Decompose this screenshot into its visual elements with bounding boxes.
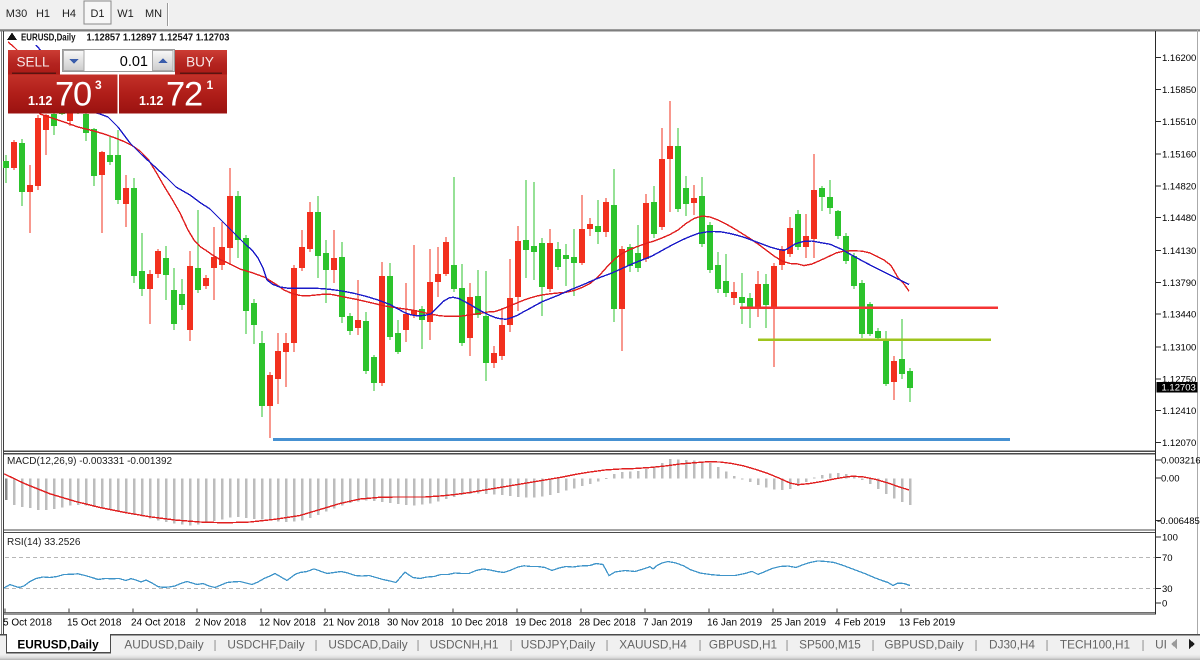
svg-text:M30: M30 [6, 8, 27, 20]
svg-text:1.15850: 1.15850 [1162, 85, 1196, 96]
svg-text:12 Nov 2018: 12 Nov 2018 [259, 618, 316, 629]
svg-text:USDCHF,Daily: USDCHF,Daily [227, 638, 304, 652]
svg-text:UI: UI [1155, 638, 1167, 652]
svg-text:1.12: 1.12 [139, 94, 163, 108]
svg-text:0.01: 0.01 [120, 54, 148, 70]
svg-text:USDJPY,Daily: USDJPY,Daily [521, 638, 596, 652]
svg-text:DJ30,H4: DJ30,H4 [989, 638, 1035, 652]
svg-text:H4: H4 [62, 8, 76, 20]
svg-text:1.12750: 1.12750 [1162, 375, 1196, 386]
svg-text:7 Jan 2019: 7 Jan 2019 [643, 618, 693, 629]
svg-text:1.13440: 1.13440 [1162, 310, 1196, 321]
svg-text:1.12410: 1.12410 [1162, 406, 1196, 417]
svg-text:|: | [314, 638, 317, 652]
svg-text:|: | [509, 638, 512, 652]
svg-text:|: | [974, 638, 977, 652]
svg-text:USDCAD,Daily: USDCAD,Daily [328, 638, 407, 652]
svg-text:72: 72 [166, 75, 202, 113]
svg-text:15 Oct 2018: 15 Oct 2018 [67, 618, 122, 629]
svg-text:EURUSD,Daily: EURUSD,Daily [21, 32, 76, 44]
svg-text:GBPUSD,H1: GBPUSD,H1 [709, 638, 777, 652]
svg-text:SP500,M15: SP500,M15 [799, 638, 861, 652]
svg-text:|: | [871, 638, 874, 652]
svg-text:|: | [698, 638, 701, 652]
svg-text:|: | [416, 638, 419, 652]
svg-text:|: | [1045, 638, 1048, 652]
svg-text:19 Dec 2018: 19 Dec 2018 [515, 618, 572, 629]
svg-text:1.15510: 1.15510 [1162, 117, 1196, 128]
svg-text:D1: D1 [90, 8, 104, 20]
svg-text:1.12857 1.12897 1.12547 1.1270: 1.12857 1.12897 1.12547 1.12703 [87, 32, 230, 44]
svg-text:30: 30 [1162, 584, 1173, 595]
svg-text:-0.006485: -0.006485 [1157, 516, 1200, 527]
svg-text:1.12: 1.12 [28, 94, 52, 108]
svg-text:W1: W1 [117, 8, 134, 20]
svg-text:TECH100,H1: TECH100,H1 [1060, 638, 1130, 652]
svg-text:1.12070: 1.12070 [1162, 438, 1196, 449]
svg-text:0.00: 0.00 [1161, 474, 1180, 485]
svg-text:USDCNH,H1: USDCNH,H1 [430, 638, 499, 652]
svg-text:1: 1 [207, 78, 214, 92]
svg-text:AUDUSD,Daily: AUDUSD,Daily [124, 638, 203, 652]
svg-text:70: 70 [55, 75, 91, 113]
svg-text:3: 3 [95, 78, 102, 92]
svg-text:XAUUSD,H4: XAUUSD,H4 [619, 638, 687, 652]
svg-text:0.003216: 0.003216 [1161, 455, 1200, 466]
svg-text:GBPUSD,Daily: GBPUSD,Daily [884, 638, 963, 652]
svg-text:70: 70 [1162, 553, 1173, 564]
svg-text:0: 0 [1162, 599, 1167, 610]
svg-text:1.15160: 1.15160 [1162, 149, 1196, 160]
svg-text:1.14820: 1.14820 [1162, 181, 1196, 192]
svg-text:2 Nov 2018: 2 Nov 2018 [195, 618, 247, 629]
svg-text:|: | [1141, 638, 1144, 652]
svg-text:RSI(14) 33.2526: RSI(14) 33.2526 [7, 537, 81, 548]
svg-text:1.13790: 1.13790 [1162, 278, 1196, 289]
svg-text:10 Dec 2018: 10 Dec 2018 [451, 618, 508, 629]
svg-text:1.14130: 1.14130 [1162, 246, 1196, 257]
svg-text:|: | [213, 638, 216, 652]
svg-text:1.12703: 1.12703 [1162, 383, 1196, 394]
svg-text:13 Feb 2019: 13 Feb 2019 [899, 618, 956, 629]
svg-text:4 Feb 2019: 4 Feb 2019 [835, 618, 886, 629]
svg-text:28 Dec 2018: 28 Dec 2018 [579, 618, 636, 629]
svg-text:1.14480: 1.14480 [1162, 213, 1196, 224]
svg-text:21 Nov 2018: 21 Nov 2018 [323, 618, 380, 629]
svg-text:|: | [605, 638, 608, 652]
svg-text:1.13100: 1.13100 [1162, 342, 1196, 353]
svg-text:30 Nov 2018: 30 Nov 2018 [387, 618, 444, 629]
svg-text:5 Oct 2018: 5 Oct 2018 [3, 618, 52, 629]
svg-text:H1: H1 [36, 8, 50, 20]
svg-text:MN: MN [145, 8, 162, 20]
svg-text:1.16200: 1.16200 [1162, 53, 1196, 64]
svg-text:MACD(12,26,9) -0.003331 -0.001: MACD(12,26,9) -0.003331 -0.001392 [7, 456, 173, 467]
svg-text:100: 100 [1162, 533, 1178, 544]
svg-text:EURUSD,Daily: EURUSD,Daily [17, 638, 99, 652]
svg-text:|: | [785, 638, 788, 652]
svg-text:25 Jan 2019: 25 Jan 2019 [771, 618, 826, 629]
svg-text:24 Oct 2018: 24 Oct 2018 [131, 618, 186, 629]
svg-text:SELL: SELL [16, 55, 50, 70]
svg-text:16 Jan 2019: 16 Jan 2019 [707, 618, 762, 629]
svg-text:BUY: BUY [186, 55, 214, 70]
